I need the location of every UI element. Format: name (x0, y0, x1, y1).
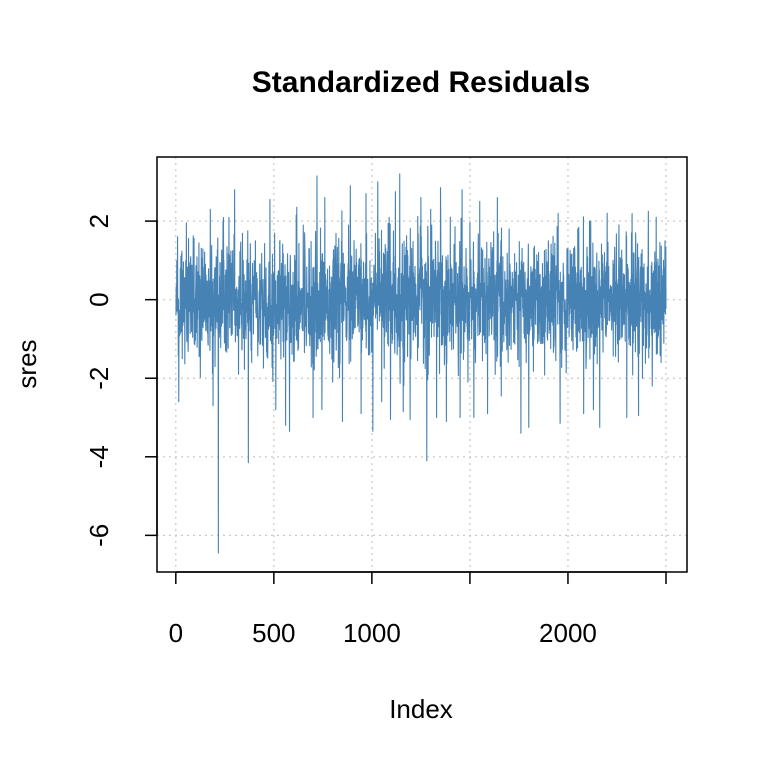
x-tick-label: 500 (252, 618, 295, 648)
x-tick-label: 0 (169, 618, 183, 648)
x-axis: 0 500 1000 2000 (169, 571, 667, 648)
y-axis: -6 -4 -2 0 2 (84, 214, 158, 547)
y-tick-label: -2 (84, 367, 114, 390)
y-tick-label: 2 (84, 214, 114, 228)
y-tick-label: -4 (84, 445, 114, 468)
series-line (175, 173, 667, 554)
y-tick-label: 0 (84, 292, 114, 306)
x-axis-label: Index (389, 694, 453, 724)
x-tick-label: 2000 (539, 618, 597, 648)
residual-series-line (175, 173, 667, 554)
chart-title: Standardized Residuals (252, 66, 590, 99)
y-axis-label: sres (12, 339, 42, 388)
y-tick-label: -6 (84, 524, 114, 547)
x-tick-label: 1000 (343, 618, 401, 648)
